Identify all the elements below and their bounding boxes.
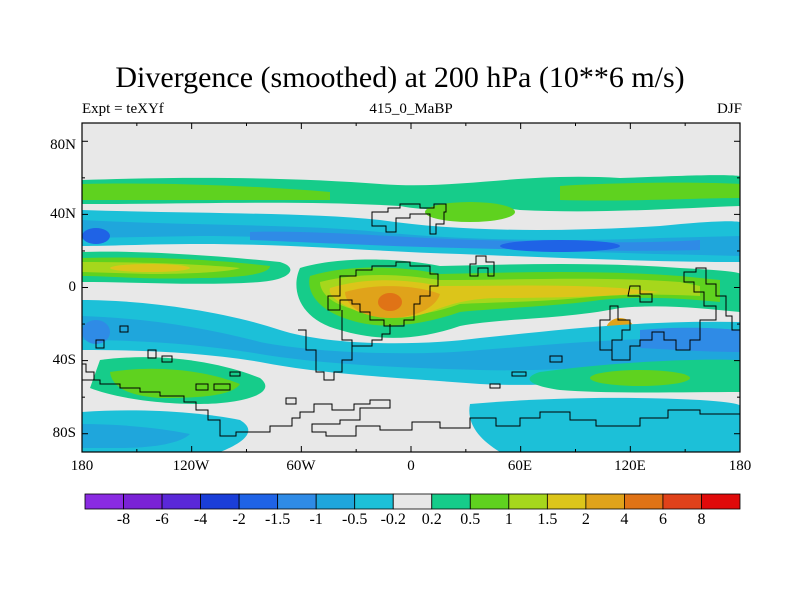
colorbar-label: 0.2 bbox=[421, 511, 442, 528]
lat-label-40s: 40S bbox=[52, 352, 76, 368]
colorbar-box bbox=[701, 493, 741, 510]
colorbar-label: -8 bbox=[116, 511, 131, 528]
lat-label-40n: 40N bbox=[50, 206, 76, 222]
colorbar-label: -0.5 bbox=[342, 511, 368, 528]
colorbar-box bbox=[624, 493, 664, 510]
lon-label-0: 0 bbox=[407, 458, 415, 474]
colorbar-box bbox=[200, 493, 240, 510]
colorbar-box bbox=[238, 493, 279, 510]
lon-label-120e: 120E bbox=[614, 458, 646, 474]
colorbar-label: -1 bbox=[309, 511, 323, 528]
lon-label-180w: 180 bbox=[70, 458, 94, 474]
colorbar-box bbox=[508, 493, 548, 510]
colorbar-box bbox=[431, 493, 471, 510]
colorbar-box bbox=[585, 493, 625, 510]
colorbar-box bbox=[315, 493, 356, 510]
axis-ticks bbox=[81, 123, 741, 452]
colorbar-label: -2 bbox=[232, 511, 246, 528]
colorbar-box bbox=[354, 493, 394, 510]
lon-label-180e: 180 bbox=[728, 458, 752, 474]
colorbar-box bbox=[123, 493, 163, 510]
lon-label-60e: 60E bbox=[507, 458, 533, 474]
colorbar-label: 2 bbox=[581, 511, 590, 528]
colorbar-box bbox=[469, 493, 510, 510]
dataset-label: 415_0_MaBP bbox=[369, 101, 453, 117]
colorbar-label: 6 bbox=[658, 511, 667, 528]
lat-label-80s: 80S bbox=[52, 425, 76, 441]
colorbar-label: 1.5 bbox=[537, 511, 558, 528]
colorbar-box bbox=[277, 493, 317, 510]
colorbar-box bbox=[161, 493, 201, 510]
colorbar-label: -4 bbox=[193, 511, 208, 528]
season-label: DJF bbox=[716, 101, 742, 117]
divergence-field bbox=[82, 123, 740, 452]
lat-label-80n: 80N bbox=[50, 137, 76, 153]
colorbar-label: 8 bbox=[697, 511, 706, 528]
colorbar-box bbox=[546, 493, 587, 510]
colorbar-label: 1 bbox=[504, 511, 513, 528]
colorbar-label: -1.5 bbox=[264, 511, 291, 528]
colorbar-label: 4 bbox=[620, 511, 629, 528]
colorbar bbox=[84, 493, 741, 510]
map-title: Divergence (smoothed) at 200 hPa (10**6 … bbox=[115, 61, 685, 94]
colorbar-box bbox=[662, 493, 702, 510]
lon-label-120w: 120W bbox=[172, 458, 210, 474]
colorbar-label: -0.2 bbox=[380, 511, 406, 528]
lon-label-60w: 60W bbox=[286, 458, 316, 474]
colorbar-label: -6 bbox=[155, 511, 169, 528]
colorbar-box bbox=[392, 493, 433, 510]
coastlines bbox=[82, 203, 740, 437]
colorbar-label: 0.5 bbox=[460, 511, 481, 528]
colorbar-box bbox=[84, 493, 124, 510]
experiment-label: Expt = teXYf bbox=[82, 101, 164, 117]
lat-label-eq: 0 bbox=[68, 279, 77, 295]
